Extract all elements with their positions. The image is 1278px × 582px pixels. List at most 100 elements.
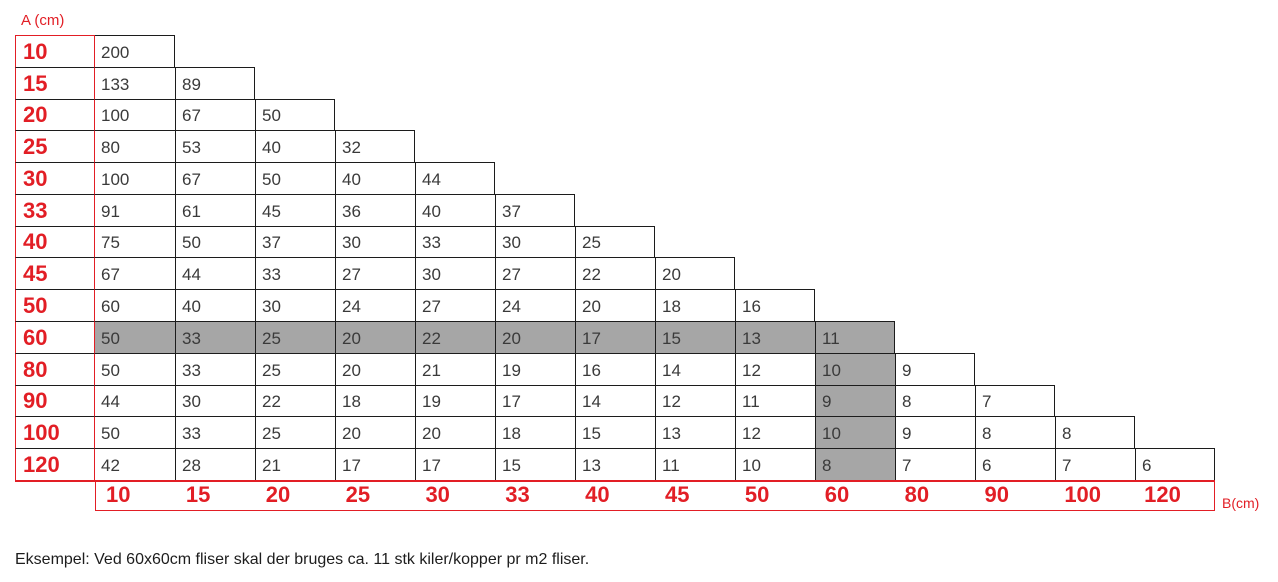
row-label: 100 [15,416,95,449]
value-cell: 100 [95,98,175,131]
value-cell: 6 [1135,448,1215,480]
value-cell: 61 [175,193,255,226]
row-label: 45 [15,257,95,290]
row-label: 10 [15,35,95,67]
value-cell: 42 [95,448,175,480]
table-row: 60 50 33 25 20 22 20 17 15 13 11 [15,321,1215,353]
value-cell: 13 [735,321,815,353]
table-row: 90 44 30 22 18 19 17 14 12 11 9 8 7 [15,384,1215,417]
value-cell: 50 [255,162,335,194]
value-cell: 44 [175,257,255,290]
value-cell: 12 [735,416,815,449]
row-label: 80 [15,352,95,385]
table-body: 10 200 15 133 89 20 100 67 50 25 80 53 40 32 30 100 67 50… [15,35,1215,480]
value-cell: 30 [495,225,575,258]
value-cell: 33 [175,416,255,449]
value-cell: 22 [255,384,335,417]
value-cell: 40 [335,162,415,194]
value-cell: 27 [495,257,575,290]
value-cell: 17 [335,448,415,480]
value-cell: 12 [655,384,735,417]
value-cell: 44 [95,384,175,417]
value-cell: 7 [895,448,975,480]
value-cell: 20 [655,257,735,290]
col-label: 33 [505,482,530,507]
value-cell: 7 [975,384,1055,417]
value-cell: 67 [175,98,255,131]
value-cell: 17 [415,448,495,480]
value-cell: 33 [415,225,495,258]
value-cell: 28 [175,448,255,480]
value-cell: 18 [335,384,415,417]
value-cell: 133 [95,66,175,99]
value-cell: 8 [895,384,975,417]
value-cell: 20 [335,321,415,353]
value-cell: 8 [975,416,1055,449]
value-cell: 9 [895,352,975,385]
value-cell: 17 [495,384,575,417]
value-cell: 67 [175,162,255,194]
value-cell: 25 [255,416,335,449]
value-cell: 14 [575,384,655,417]
table-row: 33 91 61 45 36 40 37 [15,193,1215,226]
col-label: 40 [585,482,610,507]
value-cell: 19 [495,352,575,385]
value-cell: 50 [255,98,335,131]
value-cell: 30 [415,257,495,290]
value-cell: 91 [95,193,175,226]
value-cell: 37 [255,225,335,258]
col-label: 30 [425,482,450,507]
value-cell: 67 [95,257,175,290]
table-bottom-divider [15,480,1215,482]
row-label: 25 [15,130,95,163]
value-cell: 40 [255,130,335,163]
col-label: 90 [984,482,1009,507]
value-cell: 50 [95,321,175,353]
value-cell: 27 [415,289,495,322]
col-label: 20 [265,482,291,507]
value-cell: 60 [95,289,175,322]
row-label: 33 [15,193,95,226]
value-cell: 20 [415,416,495,449]
value-cell: 40 [415,193,495,226]
value-cell: 11 [735,384,815,417]
value-cell: 7 [1055,448,1135,480]
row-label: 60 [15,321,95,353]
value-cell: 21 [415,352,495,385]
value-cell: 89 [175,66,255,99]
value-cell: 9 [895,416,975,449]
column-labels-row: 10 15 20 25 30 33 40 45 50 60 80 90 100 120 [95,482,1215,511]
value-cell: 45 [255,193,335,226]
value-cell: 22 [575,257,655,290]
col-label: 10 [106,482,131,507]
table-row: 80 50 33 25 20 21 19 16 14 12 10 9 [15,352,1215,385]
value-cell: 80 [95,130,175,163]
value-cell: 16 [575,352,655,385]
value-cell: 30 [255,289,335,322]
table-row: 45 67 44 33 27 30 27 22 20 [15,257,1215,290]
value-cell: 22 [415,321,495,353]
value-cell: 20 [495,321,575,353]
value-cell: 25 [255,352,335,385]
value-cell: 50 [175,225,255,258]
value-cell: 11 [815,321,895,353]
value-cell: 30 [175,384,255,417]
value-cell: 6 [975,448,1055,480]
value-cell: 40 [175,289,255,322]
row-label: 30 [15,162,95,194]
col-label: 120 [1144,482,1181,507]
row-label: 90 [15,384,95,417]
col-label: 45 [665,482,690,507]
value-cell: 33 [175,352,255,385]
value-cell: 50 [95,416,175,449]
table-row: 15 133 89 [15,66,1215,99]
value-cell: 24 [335,289,415,322]
value-cell: 17 [575,321,655,353]
table-row: 25 80 53 40 32 [15,130,1215,163]
table-row: 40 75 50 37 30 33 30 25 [15,225,1215,258]
value-cell: 8 [1055,416,1135,449]
value-cell: 50 [95,352,175,385]
a-axis-label: A (cm) [21,12,65,29]
row-label: 20 [15,98,95,131]
